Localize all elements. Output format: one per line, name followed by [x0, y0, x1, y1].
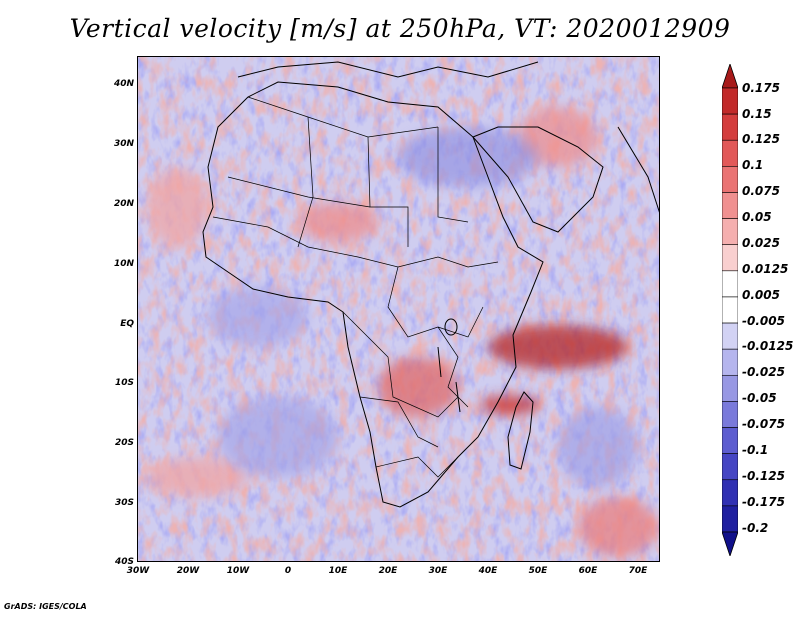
- ascent-east-atlantic: [148, 167, 208, 247]
- colorbar-label: -0.2: [742, 521, 769, 535]
- colorbar-cell: [722, 453, 738, 481]
- europe-coastline: [237, 61, 539, 78]
- lat-label-30s: 30S: [114, 498, 134, 508]
- india-coastline: [617, 126, 659, 213]
- colorbar-label: 0.075: [742, 184, 780, 198]
- colorbar-label: -0.125: [742, 469, 785, 483]
- lon-label-60e: 60E: [578, 566, 598, 576]
- lake-tanganyika: [437, 346, 442, 378]
- colorbar-cell: [722, 348, 738, 376]
- lon-label-30w: 30W: [126, 566, 150, 576]
- lat-label-eq: EQ: [120, 319, 134, 329]
- colorbar-label: 0.15: [742, 107, 772, 121]
- colorbar-cell: [722, 218, 738, 246]
- colorbar-cell: [722, 505, 738, 533]
- grads-credit: GrADS: IGES/COLA: [4, 602, 87, 611]
- colorbar: [722, 64, 738, 556]
- colorbar-cell: [722, 113, 738, 141]
- colorbar-label: 0.05: [742, 210, 772, 224]
- colorbar-cell: [722, 296, 738, 324]
- lat-label-40s: 40S: [114, 557, 134, 567]
- descent-west-africa: [208, 287, 308, 347]
- lake-malawi: [455, 381, 461, 413]
- coastlines: [202, 61, 659, 508]
- colorbar-cell: [722, 479, 738, 507]
- chart-title: Vertical velocity [m/s] at 250hPa, VT: 2…: [69, 14, 731, 43]
- colorbar-cells: [722, 64, 738, 556]
- madagascar-coastline: [507, 391, 534, 470]
- colorbar-label: 0.005: [742, 288, 780, 302]
- africa-coastline: [202, 81, 544, 508]
- colorbar-label: -0.05: [742, 391, 777, 405]
- colorbar-label: -0.025: [742, 365, 785, 379]
- lon-label-10e: 10E: [328, 566, 348, 576]
- colorbar-cell: [722, 322, 738, 350]
- colorbar-label: 0.0125: [742, 262, 789, 276]
- ascent-madagascar-channel: [480, 395, 540, 415]
- lat-label-30n: 30N: [113, 139, 134, 149]
- colorbar-label: -0.005: [742, 314, 785, 328]
- colorbar-cell: [722, 401, 738, 428]
- ascent-sahara: [298, 202, 378, 242]
- lon-label-20e: 20E: [378, 566, 398, 576]
- lon-label-10w: 10W: [226, 566, 250, 576]
- lat-label-10s: 10S: [114, 378, 134, 388]
- ascent-southwest: [148, 457, 248, 497]
- lon-label-20w: 20W: [176, 566, 200, 576]
- colorbar-bottom-triangle: [722, 531, 738, 556]
- ascent-indian-ocean: [488, 325, 628, 369]
- colorbar-label: -0.1: [742, 443, 769, 457]
- lat-label-20n: 20N: [113, 199, 134, 209]
- colorbar-label: 0.1: [742, 158, 764, 172]
- colorbar-label: -0.075: [742, 417, 785, 431]
- lat-label-20s: 20S: [114, 438, 134, 448]
- lake-victoria: [444, 318, 458, 336]
- lon-label-70e: 70E: [628, 566, 648, 576]
- velocity-field-map: [138, 57, 659, 561]
- ascent-southeast: [578, 497, 658, 557]
- colorbar-cell: [722, 87, 738, 115]
- descent-regions: [208, 127, 638, 487]
- descent-south-atlantic: [218, 397, 338, 477]
- lon-label-30e: 30E: [428, 566, 448, 576]
- descent-north-africa: [398, 127, 538, 187]
- colorbar-cell: [722, 139, 738, 167]
- arabia-coastline: [472, 126, 604, 233]
- lon-label-50e: 50E: [528, 566, 548, 576]
- colorbar-cell: [722, 166, 738, 193]
- colorbar-top-triangle: [722, 64, 738, 89]
- colorbar-cell: [722, 244, 738, 272]
- colorbar-cell: [722, 192, 738, 219]
- map-plot-area: [137, 56, 660, 562]
- lon-label-40e: 40E: [478, 566, 498, 576]
- descent-east-africa: [558, 407, 638, 487]
- lat-label-10n: 10N: [113, 259, 134, 269]
- colorbar-label: 0.025: [742, 236, 780, 250]
- colorbar-cell: [722, 427, 738, 454]
- lon-label-0: 0: [284, 566, 292, 576]
- lat-label-40n: 40N: [113, 79, 134, 89]
- colorbar-label: 0.125: [742, 132, 780, 146]
- colorbar-label: -0.175: [742, 495, 785, 509]
- lakes: [437, 318, 461, 413]
- colorbar-cell: [722, 374, 738, 402]
- colorbar-cell: [722, 270, 738, 298]
- colorbar-label: 0.175: [742, 81, 780, 95]
- colorbar-label: -0.0125: [742, 339, 794, 353]
